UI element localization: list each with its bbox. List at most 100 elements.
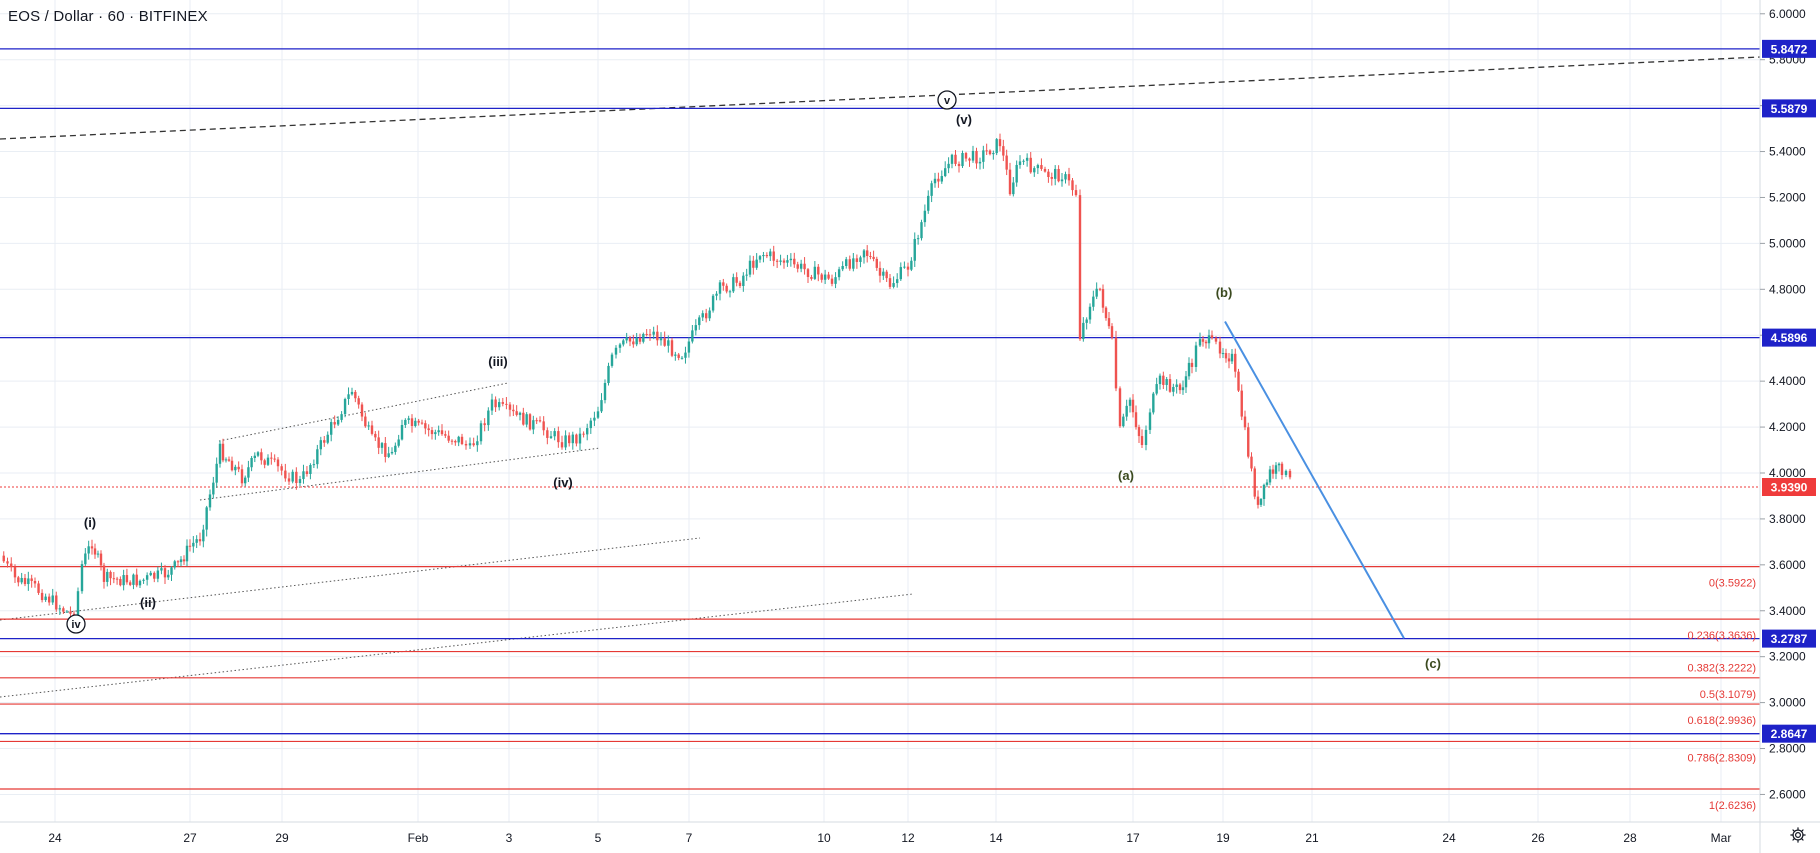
candle-body [786, 260, 789, 263]
candle-body [1082, 322, 1085, 340]
candle-body [701, 313, 704, 318]
candle-body [90, 546, 94, 549]
current-price-label: 3.9390 [1771, 481, 1808, 495]
horizontal-levels: 0(3.5922) 0.236(3.3636) 0.382(3.2222) 0.5(3… [0, 48, 1760, 812]
candle-body [13, 566, 17, 578]
candle-body [992, 153, 995, 155]
candle-body [546, 430, 549, 438]
candle-body [280, 466, 283, 471]
candle-body [312, 464, 316, 466]
candle-body [1243, 416, 1247, 428]
candle-body [528, 414, 532, 430]
candle-body [933, 178, 937, 184]
candle-body [957, 163, 961, 167]
candle-body [218, 443, 222, 464]
candle-body [796, 264, 799, 269]
candle-body [711, 295, 715, 311]
candle-body [1227, 358, 1231, 362]
candle-body [244, 477, 247, 484]
candle-body [224, 459, 228, 461]
candle-body [1018, 161, 1022, 165]
candle-body [494, 399, 497, 408]
candle-body [170, 567, 173, 575]
wave-label: (b) [1216, 285, 1233, 300]
candle-body [357, 398, 360, 405]
trendline-dotted [199, 447, 601, 501]
candle-body [1078, 195, 1082, 340]
candle-body [610, 354, 614, 366]
candle-body [202, 529, 205, 542]
candle-body [1274, 465, 1278, 474]
time-tick-label: 24 [1442, 831, 1456, 845]
trendline-dotted [0, 593, 914, 698]
candle-body [1092, 296, 1095, 307]
price-tick-label: 5.2000 [1769, 190, 1806, 204]
candle-body [76, 591, 80, 625]
candle-body [694, 325, 698, 331]
candle-body [872, 256, 875, 259]
time-tick-label: Feb [408, 831, 429, 845]
candle-body [1165, 379, 1168, 385]
candle-body [985, 150, 988, 152]
candle-body [841, 266, 844, 270]
candle-body [684, 352, 687, 358]
candle-body [652, 331, 655, 335]
candle-body [1240, 390, 1243, 417]
candle-body [813, 266, 817, 279]
candle-body [875, 258, 878, 268]
time-tick-label: 19 [1216, 831, 1230, 845]
time-axis[interactable]: 24 27 29 Feb 3 5 7 10 12 14 17 19 21 24 26 28 Mar [48, 831, 1731, 845]
candle-body [447, 435, 450, 441]
candles [2, 133, 1292, 631]
candle-body [354, 391, 357, 399]
candle-body [182, 559, 186, 562]
candle-body [848, 259, 851, 269]
candle-body [350, 391, 354, 395]
candle-body [319, 440, 322, 450]
candle-body [309, 465, 312, 474]
candle-body [1033, 168, 1036, 173]
candle-body [1029, 157, 1032, 173]
candle-body [691, 330, 694, 342]
candle-body [1104, 307, 1108, 319]
candle-body [538, 420, 542, 422]
candle-body [96, 553, 100, 555]
candle-body [501, 402, 504, 404]
candle-body [434, 432, 437, 435]
candle-body [1168, 379, 1172, 392]
candle-body [464, 443, 468, 446]
candle-body [638, 337, 642, 342]
candle-body [1190, 362, 1194, 367]
candle-body [323, 440, 326, 443]
candle-body [866, 250, 869, 257]
candle-body [1125, 405, 1128, 417]
candle-body [568, 435, 571, 444]
candle-body [99, 553, 103, 566]
candle-body [1060, 179, 1064, 182]
candle-body [468, 443, 472, 446]
candle-body [525, 414, 528, 425]
candle-body [775, 260, 779, 262]
candle-body [920, 222, 923, 239]
candle-body [132, 574, 135, 585]
candle-body [444, 434, 447, 436]
candle-body [387, 453, 390, 457]
candle-body [1280, 463, 1284, 475]
candle-body [1230, 353, 1234, 362]
candle-body [263, 460, 266, 465]
candle-body [440, 430, 444, 435]
candle-body [656, 331, 659, 341]
candle-body [998, 139, 1002, 147]
trendline-dotted [0, 537, 701, 621]
candle-body [589, 420, 592, 429]
candle-body [490, 399, 494, 411]
current-price-badge [1762, 478, 1816, 497]
candle-body [195, 539, 198, 543]
candle-body [1162, 375, 1165, 385]
candle-body [221, 443, 225, 461]
level-badge-blue [1762, 39, 1816, 58]
gear-icon[interactable] [1786, 823, 1810, 847]
